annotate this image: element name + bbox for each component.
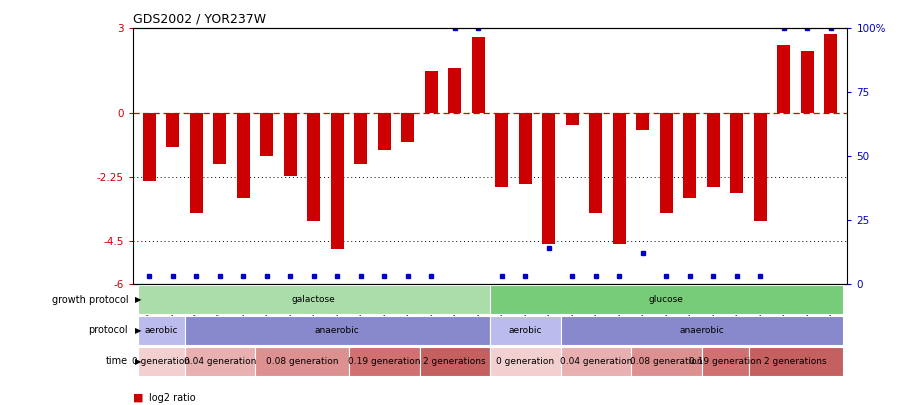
Text: 0 generation: 0 generation: [496, 357, 554, 366]
Text: 0.04 generation: 0.04 generation: [183, 357, 256, 366]
FancyBboxPatch shape: [490, 285, 843, 314]
Text: 0.04 generation: 0.04 generation: [560, 357, 632, 366]
Bar: [613, 113, 626, 244]
Bar: [237, 113, 250, 198]
Bar: [824, 34, 837, 113]
Text: 0.08 generation: 0.08 generation: [266, 357, 338, 366]
FancyBboxPatch shape: [631, 347, 702, 376]
Bar: [213, 113, 226, 164]
FancyBboxPatch shape: [137, 316, 184, 345]
Text: aerobic: aerobic: [508, 326, 542, 335]
Text: glucose: glucose: [649, 295, 683, 304]
Bar: [778, 45, 791, 113]
Text: ▶: ▶: [135, 295, 141, 304]
Bar: [143, 113, 156, 181]
FancyBboxPatch shape: [702, 347, 748, 376]
Bar: [589, 113, 603, 213]
Text: log2 ratio: log2 ratio: [149, 393, 196, 403]
FancyBboxPatch shape: [137, 285, 490, 314]
FancyBboxPatch shape: [748, 347, 843, 376]
Bar: [637, 113, 649, 130]
FancyBboxPatch shape: [561, 316, 843, 345]
Text: 0.19 generation: 0.19 generation: [689, 357, 761, 366]
FancyBboxPatch shape: [255, 347, 349, 376]
Bar: [518, 113, 532, 184]
FancyBboxPatch shape: [184, 347, 255, 376]
Bar: [496, 113, 508, 187]
Text: aerobic: aerobic: [145, 326, 178, 335]
Text: time: time: [106, 356, 128, 366]
Text: galactose: galactose: [292, 295, 335, 304]
Text: 2 generations: 2 generations: [423, 357, 486, 366]
Bar: [660, 113, 672, 213]
Text: anaerobic: anaerobic: [679, 326, 724, 335]
Bar: [683, 113, 696, 198]
Text: protocol: protocol: [89, 326, 128, 335]
FancyBboxPatch shape: [420, 347, 490, 376]
Text: 0 generation: 0 generation: [132, 357, 191, 366]
Bar: [542, 113, 555, 244]
Bar: [707, 113, 720, 187]
Text: 2 generations: 2 generations: [764, 357, 827, 366]
Bar: [566, 113, 579, 125]
Text: 0.19 generation: 0.19 generation: [348, 357, 420, 366]
Bar: [284, 113, 297, 176]
Bar: [190, 113, 202, 213]
Bar: [260, 113, 273, 156]
Text: ▶: ▶: [135, 357, 141, 366]
FancyBboxPatch shape: [490, 316, 561, 345]
Bar: [354, 113, 367, 164]
FancyBboxPatch shape: [561, 347, 631, 376]
Bar: [377, 113, 391, 150]
Bar: [730, 113, 743, 193]
FancyBboxPatch shape: [184, 316, 490, 345]
Text: anaerobic: anaerobic: [315, 326, 360, 335]
Bar: [331, 113, 344, 249]
Text: 0.08 generation: 0.08 generation: [630, 357, 703, 366]
FancyBboxPatch shape: [137, 347, 184, 376]
Bar: [401, 113, 414, 142]
Bar: [308, 113, 321, 221]
Bar: [472, 37, 485, 113]
FancyBboxPatch shape: [349, 347, 420, 376]
Text: GDS2002 / YOR237W: GDS2002 / YOR237W: [133, 13, 266, 26]
Bar: [167, 113, 180, 147]
Bar: [754, 113, 767, 221]
Bar: [425, 71, 438, 113]
FancyBboxPatch shape: [490, 347, 561, 376]
Text: ▶: ▶: [135, 326, 141, 335]
Bar: [448, 68, 462, 113]
Text: ■: ■: [133, 393, 143, 403]
Bar: [801, 51, 813, 113]
Text: growth protocol: growth protocol: [51, 295, 128, 305]
